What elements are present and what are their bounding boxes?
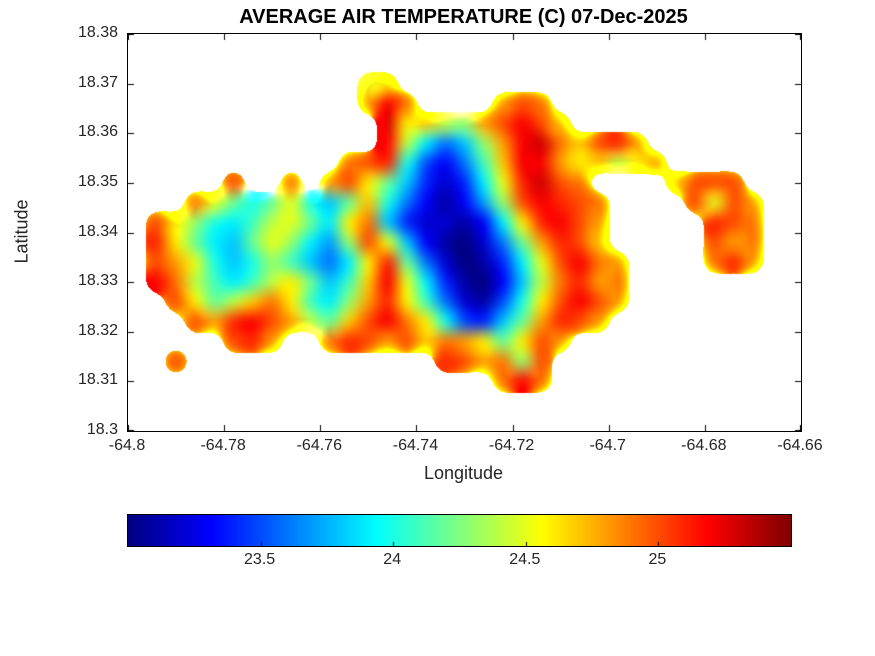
y-tick-label: 18.38 [77,24,118,41]
y-tick-label: 18.33 [77,272,118,290]
plot-area [127,33,802,432]
colorbar-gradient-canvas [128,515,791,546]
colorbar-tick-label: 23.5 [244,551,276,568]
x-tick-label: -64.74 [392,437,439,454]
y-tick-label: 18.31 [77,371,118,389]
colorbar-tick-label: 24 [383,551,402,568]
x-tick-label: -64.68 [681,437,727,454]
y-axis-label: Latitude [11,199,32,264]
x-tick-label: -64.78 [200,437,246,454]
x-tick-label: -64.72 [488,437,535,454]
y-tick-label: 18.34 [77,222,118,240]
x-tick-label: -64.7 [589,437,626,454]
y-tick-label: 18.32 [77,321,118,339]
y-tick-label: 18.35 [77,172,118,190]
colorbar [127,514,792,547]
x-axis-label: Longitude [423,463,504,483]
x-tick-label: -64.8 [108,437,146,454]
colorbar-tick-label: 25 [648,551,667,568]
y-tick-label: 18.37 [77,73,118,91]
x-tick-label: -64.66 [777,437,823,454]
y-tick-label: 18.36 [77,123,118,141]
chart-title: AVERAGE AIR TEMPERATURE (C) 07-Dec-2025 [239,6,688,28]
x-tick-label: -64.76 [296,437,342,454]
y-axis-label-container: Latitude [10,33,34,430]
y-tick-label: 18.3 [86,421,118,438]
colorbar-tick-label: 24.5 [509,551,541,568]
temperature-heatmap-canvas [128,34,801,431]
